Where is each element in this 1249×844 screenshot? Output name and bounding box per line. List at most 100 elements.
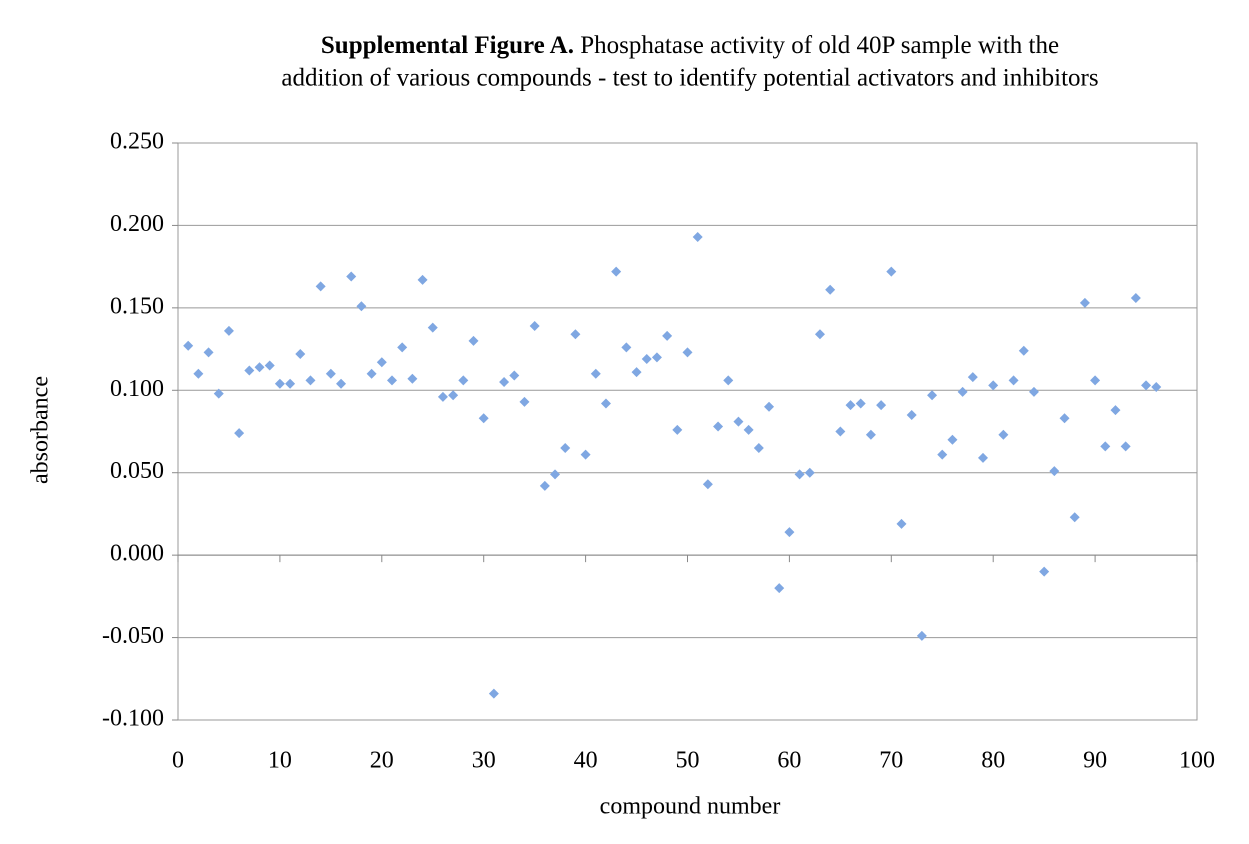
point (1049, 466, 1060, 477)
point (1130, 292, 1141, 303)
point (427, 322, 438, 333)
x-tick-label: 40 (574, 748, 598, 774)
point (641, 353, 652, 364)
point (845, 400, 856, 411)
point (988, 380, 999, 391)
point (967, 372, 978, 383)
y-tick-label: 0.000 (110, 541, 164, 567)
x-tick-label: 0 (172, 748, 184, 774)
point (550, 469, 561, 480)
point (193, 368, 204, 379)
point (814, 329, 825, 340)
title-line: Phosphatase activity of old 40P sample w… (580, 32, 1059, 59)
x-tick-label: 20 (370, 748, 394, 774)
y-tick-label: 0.050 (110, 458, 164, 484)
point (1141, 380, 1152, 391)
point (794, 469, 805, 480)
x-axis-label: compound number (600, 794, 781, 820)
title-line: addition of various compounds - test to … (281, 65, 1098, 92)
point (651, 352, 662, 363)
point (631, 367, 642, 378)
x-tick-label: 60 (777, 748, 801, 774)
point (448, 390, 459, 401)
point (835, 426, 846, 437)
point (764, 401, 775, 412)
point (886, 266, 897, 277)
point (397, 342, 408, 353)
point (978, 452, 989, 463)
point (570, 329, 581, 340)
point (702, 479, 713, 490)
point (264, 360, 275, 371)
point (580, 449, 591, 460)
point (611, 266, 622, 277)
point (1120, 441, 1131, 452)
point (1110, 405, 1121, 416)
point (274, 378, 285, 389)
point (937, 449, 948, 460)
x-tick-label: 70 (879, 748, 903, 774)
point (1039, 566, 1050, 577)
point (947, 434, 958, 445)
point (407, 373, 418, 384)
y-axis-label: absorbance (28, 376, 54, 484)
point (213, 388, 224, 399)
point (366, 368, 377, 379)
point (713, 421, 724, 432)
point (244, 365, 255, 376)
point (672, 424, 683, 435)
y-tick-label: 0.100 (110, 376, 164, 402)
point (590, 368, 601, 379)
x-tick-label: 30 (472, 748, 496, 774)
x-tick-label: 80 (981, 748, 1005, 774)
point (315, 281, 326, 292)
point (499, 377, 510, 388)
point (1079, 297, 1090, 308)
point (1090, 375, 1101, 386)
point (437, 391, 448, 402)
point (774, 583, 785, 594)
point (804, 467, 815, 478)
point (468, 335, 479, 346)
point (203, 347, 214, 358)
point (234, 428, 245, 439)
point (376, 357, 387, 368)
point (356, 301, 367, 312)
chart-title: Supplemental Figure A. Phosphatase activ… (321, 32, 1059, 59)
point (600, 398, 611, 409)
point (346, 271, 357, 282)
point (927, 390, 938, 401)
point (295, 349, 306, 360)
point (896, 518, 907, 529)
point (560, 442, 571, 453)
x-tick-label: 100 (1179, 748, 1215, 774)
point (488, 688, 499, 699)
point (183, 340, 194, 351)
point (998, 429, 1009, 440)
point (336, 378, 347, 389)
point (723, 375, 734, 386)
point (621, 342, 632, 353)
point (386, 375, 397, 386)
point (254, 362, 265, 373)
y-tick-label: -0.100 (102, 706, 164, 732)
point (509, 370, 520, 381)
point (906, 410, 917, 421)
x-tick-label: 10 (268, 748, 292, 774)
point (1018, 345, 1029, 356)
point (519, 396, 530, 407)
point (855, 398, 866, 409)
point (285, 378, 296, 389)
y-tick-label: -0.050 (102, 623, 164, 649)
point (1028, 386, 1039, 397)
y-tick-label: 0.250 (110, 129, 164, 155)
point (753, 442, 764, 453)
point (682, 347, 693, 358)
x-tick-label: 50 (676, 748, 700, 774)
title-bold: Supplemental Figure A. (321, 32, 574, 59)
point (916, 630, 927, 641)
point (1100, 441, 1111, 452)
point (305, 375, 316, 386)
